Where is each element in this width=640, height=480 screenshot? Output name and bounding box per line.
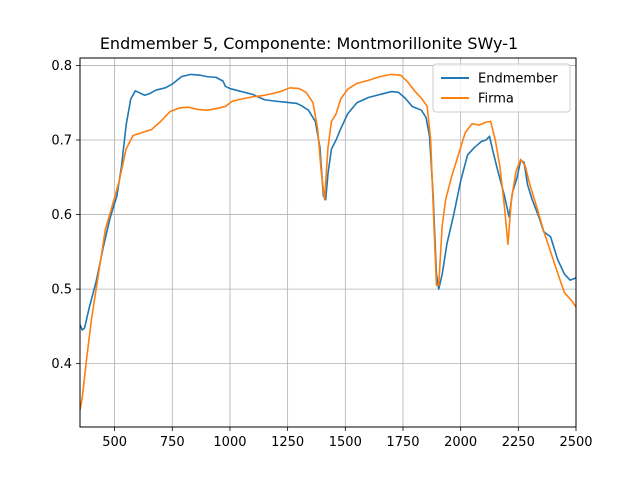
x-tick-label: 750: [160, 435, 185, 450]
x-tick-label: 1250: [271, 435, 304, 450]
y-axis: 0.4 0.5 0.6 0.7 0.8: [51, 59, 80, 372]
y-tick-label: 0.8: [51, 59, 72, 74]
legend-box: [432, 63, 571, 113]
x-tick-label: 1750: [386, 435, 419, 450]
x-tick-label: 2000: [444, 435, 477, 450]
series-layer: [80, 73, 576, 411]
plot-frame: [79, 57, 577, 428]
series-line-firma: [80, 73, 576, 411]
legend: Endmember Firma: [432, 63, 571, 113]
series-line-endmember: [80, 73, 576, 331]
x-tick-label: 1000: [213, 435, 246, 450]
y-tick-label: 0.7: [51, 134, 72, 149]
x-tick-label: 2500: [559, 435, 592, 450]
chart-title: Endmember 5, Componente: Montmorillonite…: [100, 34, 518, 53]
x-tick-label: 2250: [502, 435, 535, 450]
x-tick-label: 1500: [329, 435, 362, 450]
x-axis: 500 750 1000 1250 1500 1750 2000 2250 2500: [102, 427, 593, 450]
legend-label-firma: Firma: [478, 92, 514, 107]
y-tick-label: 0.4: [51, 357, 72, 372]
x-tick-label: 500: [102, 435, 127, 450]
legend-label-endmember: Endmember: [478, 72, 558, 87]
y-tick-label: 0.5: [51, 283, 72, 298]
y-tick-label: 0.6: [51, 208, 72, 223]
